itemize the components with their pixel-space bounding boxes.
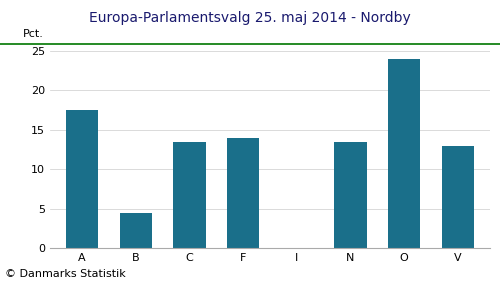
Text: © Danmarks Statistik: © Danmarks Statistik	[5, 269, 126, 279]
Bar	[442, 146, 474, 248]
Text: Europa-Parlamentsvalg 25. maj 2014 - Nordby: Europa-Parlamentsvalg 25. maj 2014 - Nor…	[89, 11, 411, 25]
Bar	[66, 110, 98, 248]
Bar	[227, 138, 260, 248]
Bar	[120, 213, 152, 248]
Bar	[334, 142, 366, 248]
Bar	[388, 59, 420, 248]
Bar	[174, 142, 206, 248]
Text: Pct.: Pct.	[23, 29, 44, 39]
